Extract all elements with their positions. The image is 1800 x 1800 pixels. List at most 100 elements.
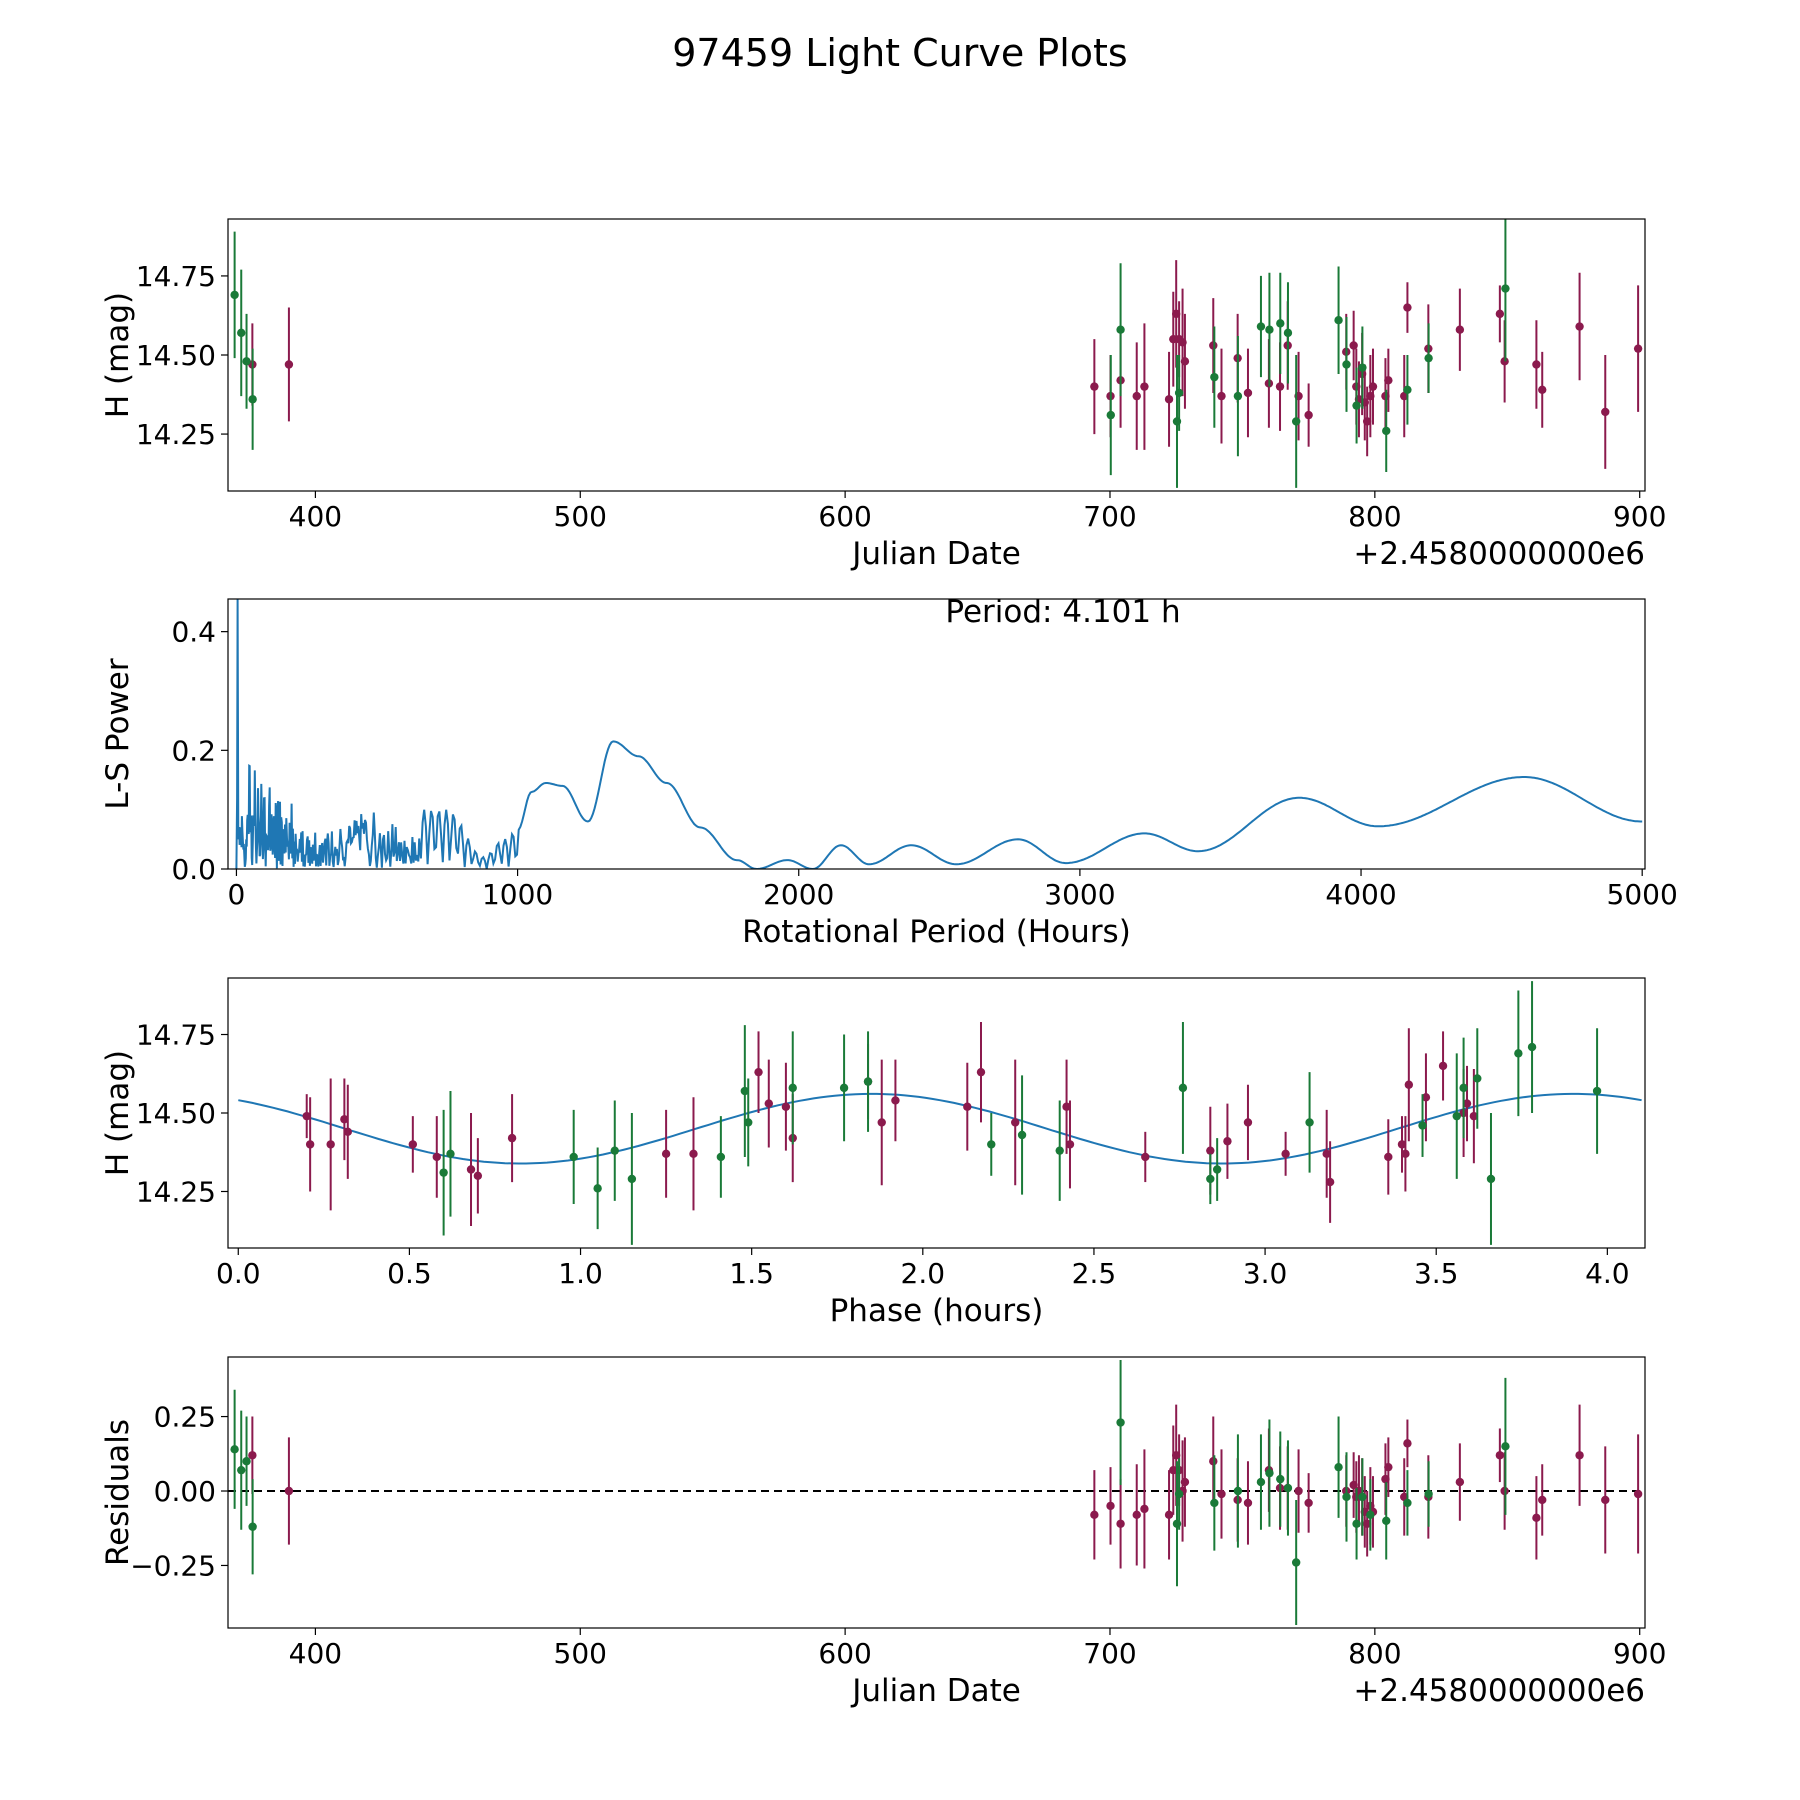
y-tick-label: 14.50 — [136, 339, 216, 372]
x-tick-label: 2000 — [763, 878, 834, 911]
data-point — [1382, 1516, 1391, 1525]
data-point — [1469, 1111, 1479, 1121]
data-point — [1486, 1174, 1496, 1184]
fit-curve — [238, 1092, 1642, 1165]
data-point — [1575, 322, 1584, 331]
data-point — [877, 1118, 886, 1127]
data-point — [689, 1149, 698, 1159]
data-point — [1633, 344, 1643, 353]
data-point — [248, 395, 257, 404]
data-point — [1209, 1457, 1218, 1466]
data-point — [1116, 1418, 1125, 1427]
data-point — [1358, 363, 1367, 372]
data-point — [1304, 1498, 1313, 1508]
x-tick-label: 3.0 — [1243, 1257, 1288, 1290]
data-point — [1358, 1492, 1367, 1502]
x-tick-label: 500 — [554, 1637, 607, 1670]
data-point — [1342, 1492, 1351, 1502]
y-tick-label: 14.75 — [136, 1019, 216, 1052]
data-point — [326, 1140, 335, 1149]
series-red — [248, 1404, 1643, 1569]
data-point — [1538, 1495, 1547, 1505]
data-point — [863, 1077, 873, 1086]
y-tick-label: 0.4 — [171, 616, 216, 649]
data-point — [1459, 1083, 1468, 1093]
x-tick-label: 900 — [1613, 500, 1666, 533]
data-point — [976, 1067, 986, 1077]
data-point — [1400, 391, 1409, 401]
data-point — [1362, 1519, 1372, 1528]
data-point — [1349, 341, 1358, 350]
x-axis-label: Phase (hours) — [830, 1293, 1044, 1329]
data-point — [1334, 1462, 1343, 1472]
data-point — [302, 1111, 311, 1121]
x-tick-label: 2.5 — [1072, 1257, 1117, 1290]
data-point — [1223, 1137, 1232, 1146]
data-point — [340, 1115, 349, 1124]
y-tick-label: 0.0 — [171, 853, 216, 886]
plot-lc: 400 500 600 700 800 900 14.25 14.50 14.75 Julian … — [100, 218, 1666, 572]
data-point — [1401, 1149, 1410, 1159]
data-point — [1233, 1486, 1243, 1496]
data-point — [1527, 1042, 1537, 1052]
plot-area — [235, 599, 1643, 869]
y-axis-label: L-S Power — [100, 658, 136, 809]
plot-frame — [227, 1356, 1646, 1629]
x-tick-label: 800 — [1348, 500, 1401, 533]
data-point — [473, 1171, 483, 1180]
data-point — [1180, 1477, 1190, 1487]
data-point — [1106, 1501, 1115, 1511]
data-point — [1462, 1099, 1472, 1108]
data-point — [1495, 309, 1505, 319]
data-point — [1116, 1519, 1125, 1528]
data-point — [1291, 1558, 1301, 1567]
data-point — [1291, 417, 1301, 426]
data-point — [1011, 1118, 1020, 1127]
data-point — [891, 1096, 900, 1105]
data-point — [1495, 1451, 1505, 1460]
series-red — [248, 260, 1643, 469]
data-point — [1209, 341, 1218, 350]
data-point — [1403, 1498, 1412, 1508]
data-point — [1384, 1152, 1393, 1162]
data-point — [1243, 1118, 1253, 1127]
y-axis-label: Residuals — [100, 1419, 136, 1566]
plot-frame — [227, 977, 1646, 1249]
data-point — [1256, 1477, 1266, 1487]
data-point — [1174, 1489, 1184, 1499]
data-point — [1532, 1513, 1541, 1523]
data-point — [1455, 325, 1465, 334]
data-point — [788, 1083, 797, 1093]
data-point — [242, 357, 251, 366]
data-point — [1210, 372, 1219, 382]
data-point — [1421, 1093, 1431, 1102]
data-point — [569, 1152, 578, 1162]
series-red — [302, 1021, 1479, 1227]
data-point — [1424, 353, 1433, 363]
x-axis-label: Rotational Period (Hours) — [742, 914, 1131, 950]
data-point — [1281, 1149, 1290, 1159]
data-point — [1362, 417, 1372, 426]
data-point — [987, 1140, 996, 1149]
data-point — [1384, 1462, 1393, 1472]
data-point — [1090, 382, 1099, 391]
data-point — [242, 1457, 251, 1466]
series-green — [439, 981, 1602, 1245]
data-point — [1055, 1146, 1064, 1155]
data-point — [1106, 410, 1115, 420]
data-point — [963, 1102, 972, 1111]
data-point — [593, 1184, 602, 1193]
data-point — [1322, 1149, 1331, 1159]
x-tick-label: 700 — [1083, 1637, 1136, 1670]
x-tick-label: 500 — [554, 500, 607, 533]
data-point — [408, 1140, 418, 1149]
y-tick-label: 0.25 — [154, 1401, 216, 1434]
data-point — [1592, 1086, 1602, 1096]
data-point — [661, 1149, 671, 1159]
data-point — [439, 1168, 448, 1177]
data-point — [1206, 1174, 1215, 1184]
data-point — [1514, 1049, 1523, 1058]
data-point — [432, 1152, 441, 1162]
data-point — [1404, 1080, 1414, 1089]
data-point — [1601, 407, 1610, 417]
